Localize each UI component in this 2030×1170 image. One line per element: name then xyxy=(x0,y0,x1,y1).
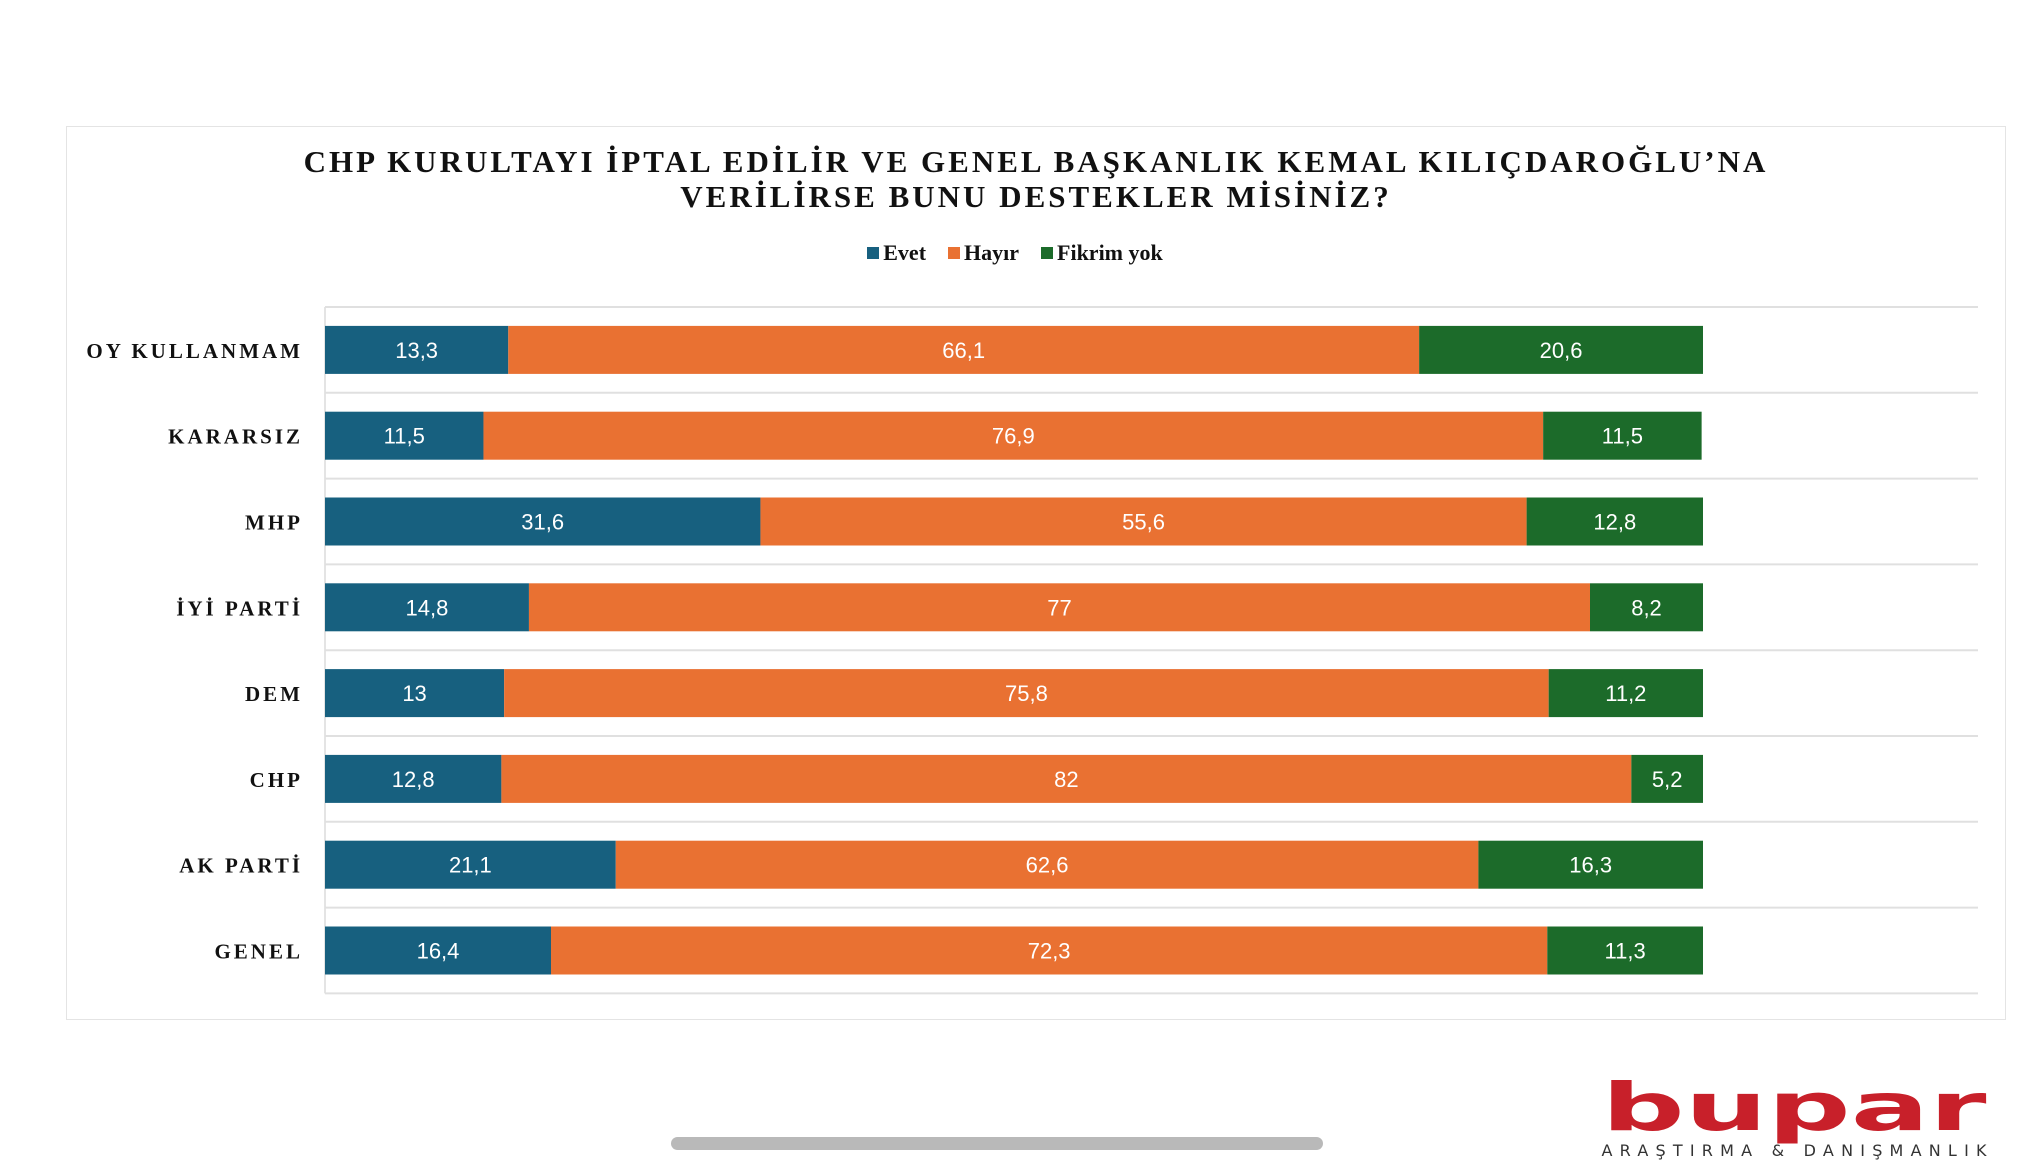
data-label: 14,8 xyxy=(406,595,449,620)
data-label: 76,9 xyxy=(992,424,1035,449)
chart-title-line-2: VERİLİRSE BUNU DESTEKLER MİSİNİZ? xyxy=(680,179,1392,214)
bar-segment-evet xyxy=(325,754,502,803)
legend-label: Hayır xyxy=(964,240,1020,265)
bar-segment-fikrim-yok xyxy=(1590,583,1703,632)
data-label: 11,5 xyxy=(384,424,425,449)
bar-segment-hayır xyxy=(508,325,1420,374)
legend-label: Fikrim yok xyxy=(1057,240,1163,265)
data-label: 66,1 xyxy=(942,338,985,363)
bar-segment-hayır xyxy=(528,583,1591,632)
bar-segment-evet xyxy=(325,583,529,632)
category-label: DEM xyxy=(245,682,303,706)
svg-text:bupar: bupar xyxy=(1602,1080,1988,1146)
category-label: AK PARTİ xyxy=(179,854,303,878)
bar-segment-evet xyxy=(325,497,761,546)
bar-segment-evet xyxy=(325,669,505,718)
category-label: MHP xyxy=(245,511,303,535)
data-label: 13 xyxy=(402,681,426,706)
bar-segment-hayır xyxy=(501,754,1632,803)
chart-title-line-1: CHP KURULTAYI İPTAL EDİLİR VE GENEL BAŞK… xyxy=(303,144,1769,179)
legend-label: Evet xyxy=(883,240,927,265)
data-label: 55,6 xyxy=(1122,510,1165,535)
bar-segment-fikrim-yok xyxy=(1547,926,1703,975)
bar-segment-hayır xyxy=(760,497,1527,546)
data-label: 11,2 xyxy=(1605,681,1646,706)
category-label: CHP xyxy=(250,768,303,792)
bupar-logo: bupar ARAŞTIRMA & DANIŞMANLIK xyxy=(1602,1080,1988,1160)
bar-segment-fikrim-yok xyxy=(1419,325,1703,374)
category-label: OY KULLANMAM xyxy=(86,339,303,363)
bar-segment-evet xyxy=(325,840,616,889)
data-label: 20,6 xyxy=(1540,338,1583,363)
data-label: 72,3 xyxy=(1028,939,1071,964)
data-label: 16,4 xyxy=(417,939,460,964)
legend-item-hayir: Hayır xyxy=(948,240,1019,266)
legend-swatch-hayir xyxy=(948,247,961,259)
data-label: 12,8 xyxy=(1593,510,1636,535)
data-label: 16,3 xyxy=(1569,853,1612,878)
legend-item-fikrim-yok: Fikrim yok xyxy=(1041,240,1163,266)
bar-segment-hayır xyxy=(615,840,1479,889)
bar-segment-evet xyxy=(325,926,551,975)
legend: Evet Hayır Fikrim yok xyxy=(0,240,2030,266)
data-label: 5,2 xyxy=(1652,767,1683,792)
data-label: 21,1 xyxy=(449,853,492,878)
bar-segment-hayır xyxy=(483,411,1544,460)
data-label: 31,6 xyxy=(521,510,564,535)
data-label: 75,8 xyxy=(1005,681,1048,706)
category-label: İYİ PARTİ xyxy=(176,596,303,620)
bar-segment-hayır xyxy=(504,669,1549,718)
data-label: 62,6 xyxy=(1026,853,1069,878)
bar-segment-fikrim-yok xyxy=(1548,669,1703,718)
data-label: 8,2 xyxy=(1631,595,1662,620)
bar-segment-fikrim-yok xyxy=(1526,497,1703,546)
category-label: KARARSIZ xyxy=(168,425,303,449)
bar-segment-fikrim-yok xyxy=(1631,754,1703,803)
svg-text:ARAŞTIRMA & DANIŞMANLIK: ARAŞTIRMA & DANIŞMANLIK xyxy=(1602,1141,1988,1160)
data-label: 82 xyxy=(1054,767,1078,792)
bar-segment-fikrim-yok xyxy=(1478,840,1703,889)
legend-swatch-fikrim-yok xyxy=(1041,247,1054,259)
bar-segment-evet xyxy=(325,411,484,460)
category-label: GENEL xyxy=(214,940,303,964)
data-label: 13,3 xyxy=(395,338,438,363)
chart-frame xyxy=(66,126,2006,1020)
legend-item-evet: Evet xyxy=(867,240,926,266)
data-label: 77 xyxy=(1047,595,1071,620)
bar-segment-fikrim-yok xyxy=(1543,411,1702,460)
legend-swatch-evet xyxy=(867,247,880,259)
data-label: 11,3 xyxy=(1605,939,1646,964)
bar-segment-hayır xyxy=(550,926,1548,975)
data-label: 11,5 xyxy=(1602,424,1643,449)
bar-segment-evet xyxy=(325,325,509,374)
horizontal-scrollbar[interactable] xyxy=(671,1137,1323,1150)
data-label: 12,8 xyxy=(392,767,435,792)
